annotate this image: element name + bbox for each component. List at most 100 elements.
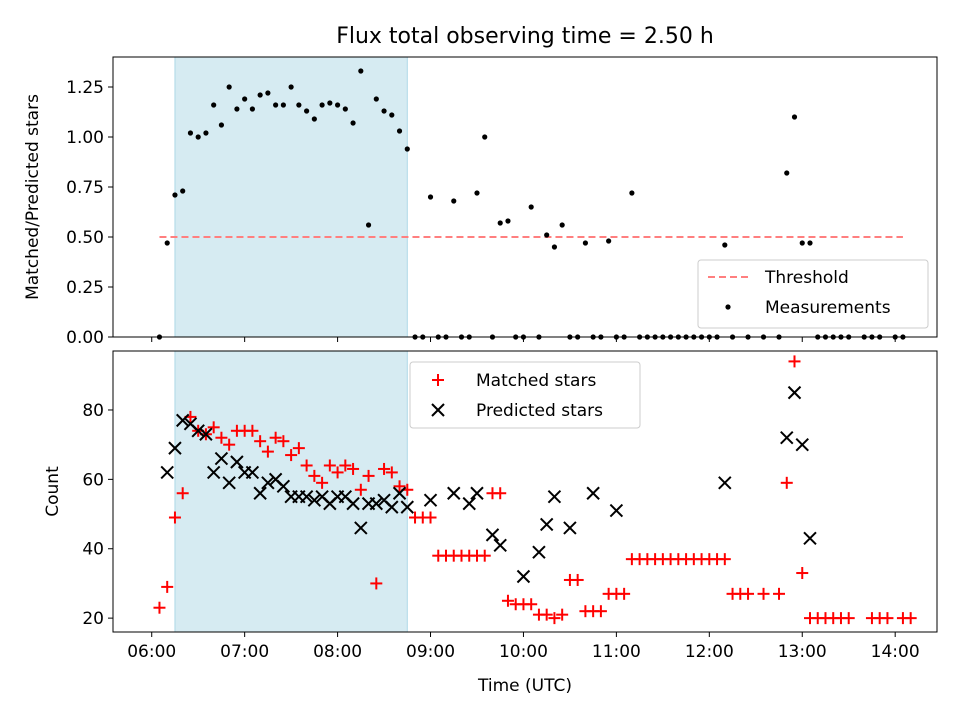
matched-star-point bbox=[176, 487, 189, 500]
matched-star-point bbox=[292, 442, 305, 455]
matched-star-point bbox=[223, 438, 236, 451]
legend-matched-label: Matched stars bbox=[476, 371, 596, 391]
matched-star-point bbox=[742, 587, 755, 600]
matched-star-point bbox=[780, 476, 793, 489]
matched-star-point bbox=[347, 462, 360, 475]
measurement-point bbox=[211, 102, 217, 108]
measurement-point bbox=[280, 102, 286, 108]
measurement-point bbox=[234, 106, 240, 112]
bottom-legend-box bbox=[409, 361, 641, 429]
matched-star-point bbox=[378, 462, 391, 475]
matched-star-point bbox=[385, 466, 398, 479]
predicted-star-point bbox=[447, 486, 461, 500]
measurement-point bbox=[544, 232, 550, 238]
measurement-point bbox=[799, 240, 805, 246]
predicted-star-point bbox=[230, 455, 244, 469]
predicted-star-point bbox=[307, 493, 322, 507]
measurement-point bbox=[164, 240, 170, 246]
predicted-star-point bbox=[462, 496, 476, 511]
measurement-point bbox=[451, 198, 457, 204]
legend-threshold-label: Threshold bbox=[764, 268, 849, 288]
measurement-point bbox=[722, 242, 728, 248]
bottom-y-tick-label: 60 bbox=[82, 470, 104, 490]
predicted-star-point bbox=[795, 437, 809, 452]
top-panel: 0.00 0.25 0.50 0.75 1.00 1.25 Matched/Predict… bbox=[23, 56, 938, 348]
matched-star-point bbox=[370, 577, 383, 590]
predicted-star-point bbox=[222, 476, 236, 490]
predicted-star-point bbox=[516, 569, 531, 584]
matched-star-point bbox=[331, 466, 344, 479]
measurement-point bbox=[559, 222, 565, 228]
matched-star-point bbox=[757, 587, 770, 600]
predicted-star-point bbox=[168, 441, 182, 455]
predicted-star-point bbox=[385, 500, 399, 514]
measurement-point bbox=[226, 84, 232, 90]
bottom-y-tick-label: 20 bbox=[82, 609, 104, 629]
measurement-point bbox=[807, 240, 813, 246]
bottom-legend: Matched stars Predicted stars bbox=[409, 361, 641, 429]
bottom-plot-frame bbox=[112, 350, 938, 633]
x-tick-label: 10:00 bbox=[499, 642, 548, 662]
matched-star-point bbox=[362, 469, 375, 482]
matched-star-point bbox=[285, 449, 298, 462]
measurement-point bbox=[296, 102, 302, 108]
x-tick-label: 09:00 bbox=[406, 642, 455, 662]
matched-star-point bbox=[424, 511, 437, 524]
measurement-point bbox=[195, 134, 201, 140]
predicted-star-point bbox=[392, 486, 407, 500]
x-axis-label: Time (UTC) bbox=[477, 676, 572, 696]
top-y-tick-label: 1.00 bbox=[66, 128, 104, 148]
top-y-tick-label: 0.75 bbox=[66, 178, 104, 198]
matched-star-point bbox=[168, 511, 181, 524]
matched-star-point bbox=[904, 612, 917, 625]
predicted-star-point bbox=[214, 451, 229, 466]
bottom-y-tick-label: 80 bbox=[82, 401, 104, 421]
predicted-star-point bbox=[369, 496, 384, 511]
matched-star-point bbox=[540, 608, 553, 621]
predicted-star-point bbox=[539, 517, 554, 532]
predicted-star-point bbox=[787, 385, 802, 400]
legend-plus-marker bbox=[432, 374, 444, 386]
measurement-point bbox=[784, 170, 790, 176]
measurement-point bbox=[180, 188, 186, 194]
measurement-point bbox=[474, 190, 480, 196]
measurement-point bbox=[172, 192, 178, 198]
x-tick-label: 11:00 bbox=[592, 642, 641, 662]
matched-star-point bbox=[261, 445, 274, 458]
top-y-tick-label: 0.50 bbox=[66, 228, 104, 248]
x-tick-label: 08:00 bbox=[313, 642, 362, 662]
matched-star-point bbox=[246, 424, 259, 437]
measurement-point bbox=[342, 106, 348, 112]
predicted-star-point bbox=[780, 431, 794, 445]
matched-star-point bbox=[594, 605, 607, 618]
measurement-point bbox=[629, 190, 635, 196]
predicted-star-point bbox=[485, 528, 500, 542]
predicted-star-point bbox=[609, 503, 624, 518]
measurement-point bbox=[265, 90, 271, 96]
measurement-point bbox=[482, 134, 488, 140]
measurement-point bbox=[273, 102, 279, 108]
predicted-star-point bbox=[191, 424, 205, 438]
predicted-star-point bbox=[400, 500, 414, 514]
measurement-point bbox=[218, 122, 225, 128]
predicted-star-point bbox=[346, 496, 360, 511]
x-tick-label: 13:00 bbox=[778, 642, 827, 662]
predicted-star-point bbox=[206, 465, 221, 480]
matched-star-point bbox=[308, 469, 321, 482]
matched-star-point bbox=[501, 594, 514, 607]
measurement-point bbox=[242, 96, 248, 102]
x-tick-label: 07:00 bbox=[220, 642, 269, 662]
measurement-point bbox=[365, 222, 372, 228]
predicted-star-point bbox=[803, 531, 817, 546]
predicted-star-point bbox=[586, 486, 600, 500]
bottom-x-axis: 06:00 07:00 08:00 09:00 10:00 11:00 12:00 13:00… bbox=[127, 632, 920, 662]
predicted-star-point bbox=[532, 545, 546, 559]
legend-predicted-swatch bbox=[431, 403, 445, 417]
measurement-point bbox=[381, 108, 387, 114]
matched-star-point bbox=[207, 421, 220, 434]
measurement-point bbox=[791, 114, 798, 120]
predicted-star-point bbox=[354, 521, 368, 535]
top-y-tick-label: 1.25 bbox=[66, 78, 104, 98]
measurement-point bbox=[582, 240, 589, 246]
